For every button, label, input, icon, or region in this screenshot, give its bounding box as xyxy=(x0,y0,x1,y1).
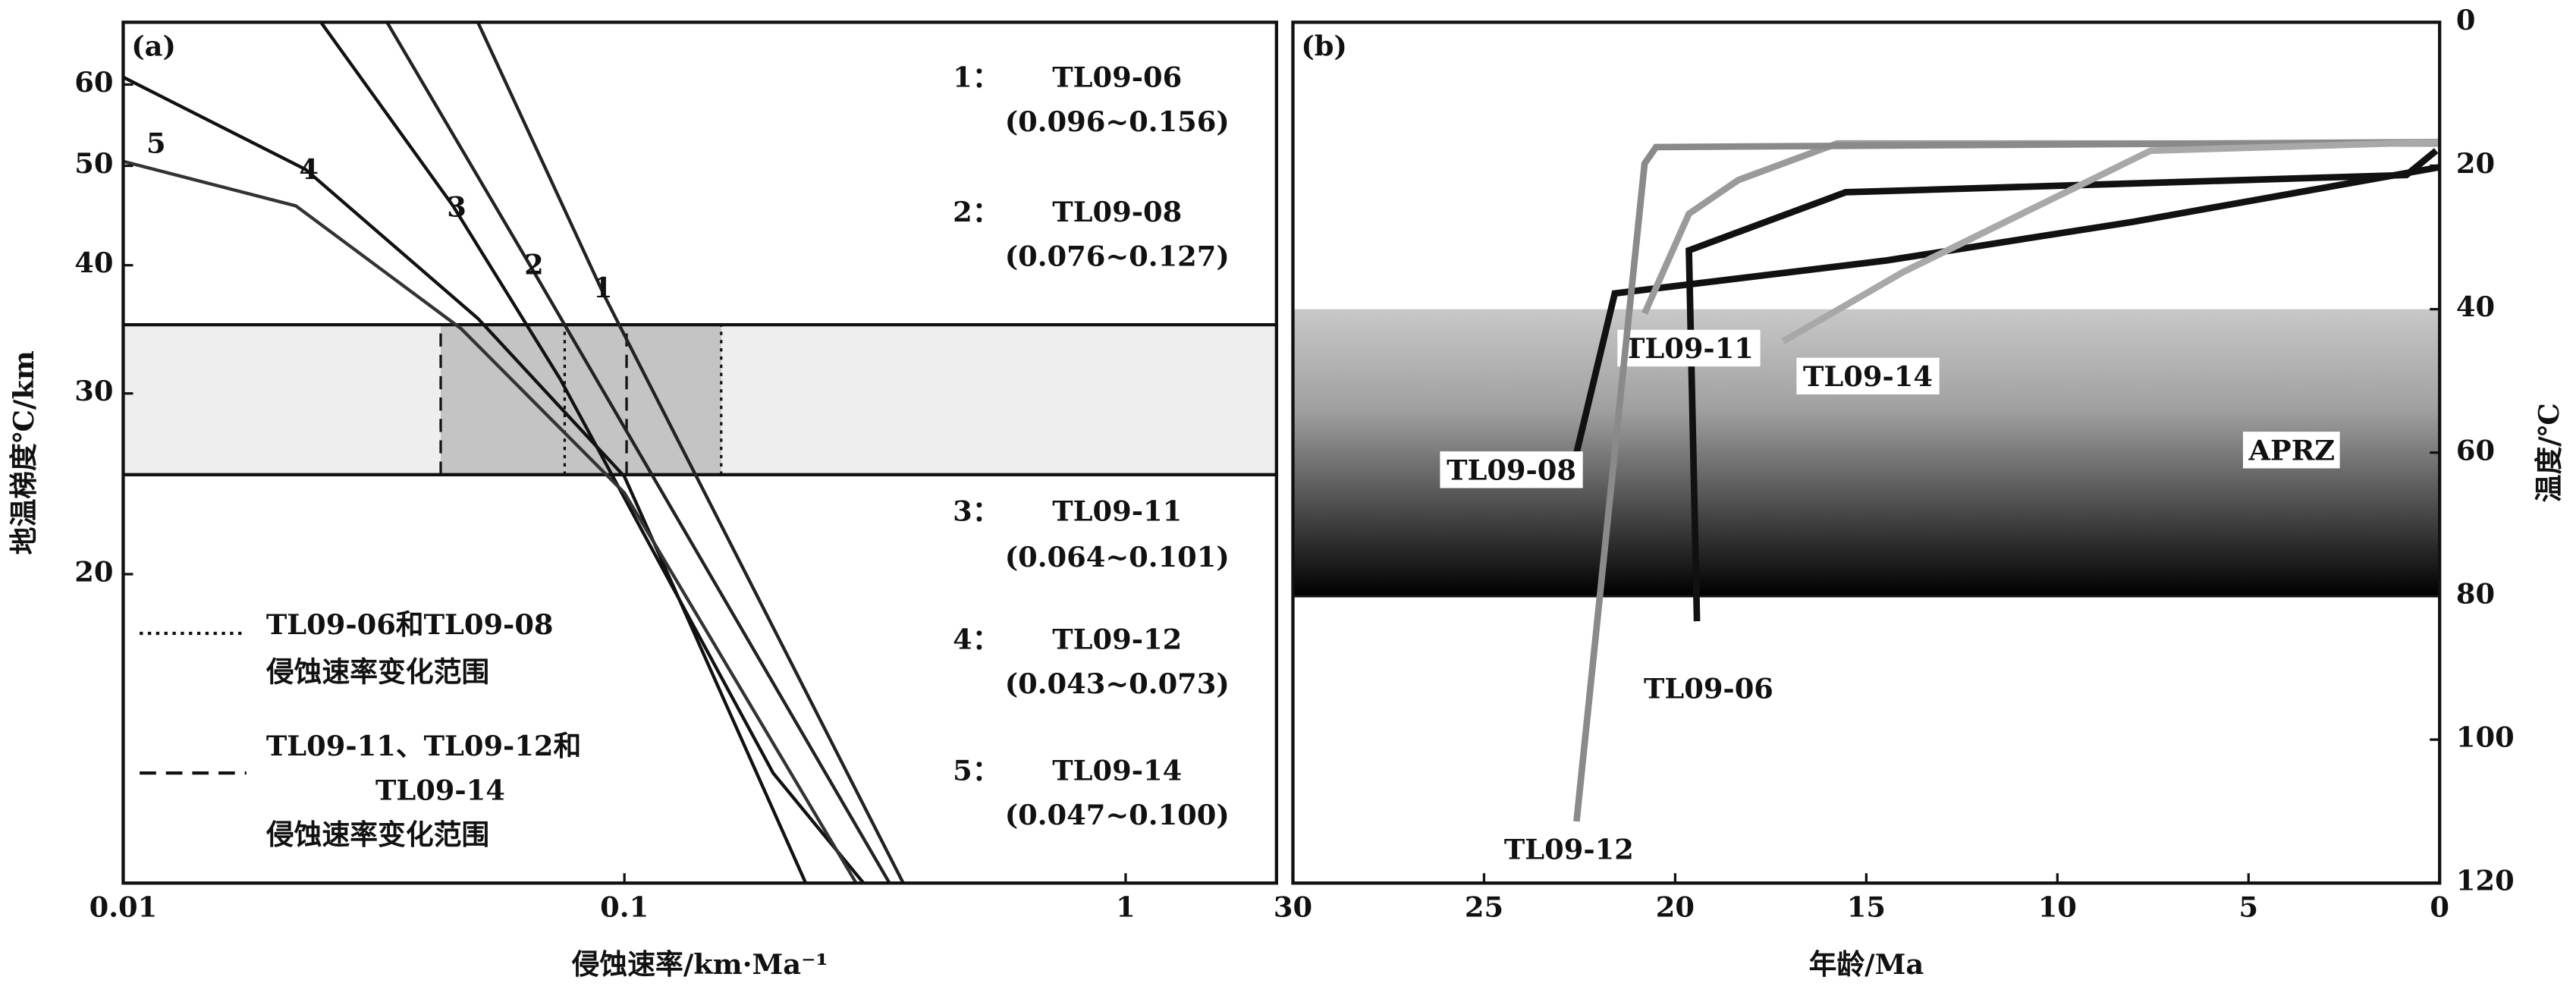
legend-text: 侵蚀速率变化范围 xyxy=(265,655,489,689)
curve xyxy=(1641,140,2440,316)
band-label: APRZ xyxy=(2248,433,2335,466)
curve-label: 4 xyxy=(299,152,319,186)
x-tick-label: 25 xyxy=(1465,890,1503,923)
panel-label: (b) xyxy=(1301,29,1347,62)
legend-text: TL09-11、TL09-12和 xyxy=(266,729,581,762)
curve xyxy=(385,22,891,884)
legend-text: TL09-06和TL09-08 xyxy=(266,608,554,641)
x-tick-label: 15 xyxy=(1847,890,1886,923)
series-label: TL09-08 xyxy=(1447,453,1576,486)
curve-label: 5 xyxy=(146,126,166,159)
curve-label: 1 xyxy=(593,271,613,304)
y-axis-title: 温度/℃ xyxy=(2532,403,2565,502)
y-tick-label: 40 xyxy=(2456,290,2495,323)
x-axis-title: 年龄/Ma xyxy=(1809,947,1924,981)
y-tick-label: 30 xyxy=(74,374,113,407)
annotation-range: (0.076~0.127) xyxy=(1005,240,1230,273)
curve xyxy=(319,22,865,884)
label-bg xyxy=(1637,670,1780,707)
x-tick-label: 0 xyxy=(2430,890,2449,923)
x-tick-label: 10 xyxy=(2038,890,2077,923)
annotation-num: 3： xyxy=(953,494,1000,527)
annotation-num: 4： xyxy=(953,622,1000,655)
annotation-range: (0.043~0.073) xyxy=(1005,667,1230,700)
x-tick-label: 5 xyxy=(2238,890,2258,923)
legend-text: 侵蚀速率变化范围 xyxy=(265,818,489,851)
y-tick-label: 120 xyxy=(2456,864,2515,897)
annotation-name: TL09-11 xyxy=(1052,494,1182,527)
curve xyxy=(123,159,858,884)
x-tick-label: 20 xyxy=(1656,890,1695,923)
annotation-range: (0.096~0.156) xyxy=(1005,105,1230,138)
annotation-num: 1： xyxy=(953,61,1000,94)
curve xyxy=(1781,138,2440,344)
y-tick-label: 100 xyxy=(2456,721,2515,754)
label-bg xyxy=(2242,432,2340,469)
y-tick-label: 60 xyxy=(74,65,113,99)
y-tick-label: 80 xyxy=(2456,576,2495,610)
label-bg xyxy=(1440,451,1583,488)
range-shade xyxy=(440,325,721,475)
annotation-range: (0.047~0.100) xyxy=(1005,798,1230,831)
panel-label: (a) xyxy=(131,29,176,62)
y-tick-label: 50 xyxy=(74,146,113,180)
y-tick-label: 60 xyxy=(2456,433,2495,466)
curve xyxy=(123,75,808,884)
frame xyxy=(121,20,1279,885)
curve-label: 3 xyxy=(447,190,467,224)
x-tick-label: 1 xyxy=(1116,890,1136,923)
curve xyxy=(1685,148,2439,622)
legend-text: TL09-14 xyxy=(375,774,505,807)
series-label: TL09-14 xyxy=(1803,360,1933,393)
x-tick-label: 30 xyxy=(1274,890,1312,923)
x-tick-label: 0.1 xyxy=(600,890,649,923)
annotation-name: TL09-14 xyxy=(1052,754,1182,787)
label-bg xyxy=(1796,357,1940,394)
curve xyxy=(1566,164,2440,481)
annotation-name: TL09-08 xyxy=(1052,195,1182,228)
label-bg xyxy=(1497,831,1641,868)
series-label: TL09-06 xyxy=(1644,671,1773,705)
annotation-num: 2： xyxy=(953,195,1000,228)
curve xyxy=(476,22,905,884)
curve-label: 2 xyxy=(524,248,544,281)
label-bg xyxy=(1617,329,1761,367)
y-tick-label: 0 xyxy=(2456,3,2476,36)
y-axis-title: 地温梯度℃/km xyxy=(7,350,40,554)
series-label: TL09-11 xyxy=(1624,331,1754,365)
y-tick-label: 20 xyxy=(2456,146,2495,180)
annotation-num: 5： xyxy=(953,754,1000,787)
y-tick-label: 20 xyxy=(74,554,113,588)
x-axis-title: 侵蚀速率/km·Ma⁻¹ xyxy=(571,947,828,981)
x-tick-label: 0.01 xyxy=(90,890,158,923)
annotation-name: TL09-12 xyxy=(1052,622,1182,655)
annotation-range: (0.064~0.101) xyxy=(1005,540,1230,573)
curve xyxy=(1573,138,2440,822)
series-label: TL09-12 xyxy=(1504,833,1634,866)
annotation-name: TL09-06 xyxy=(1052,61,1182,94)
y-tick-label: 40 xyxy=(74,246,113,279)
